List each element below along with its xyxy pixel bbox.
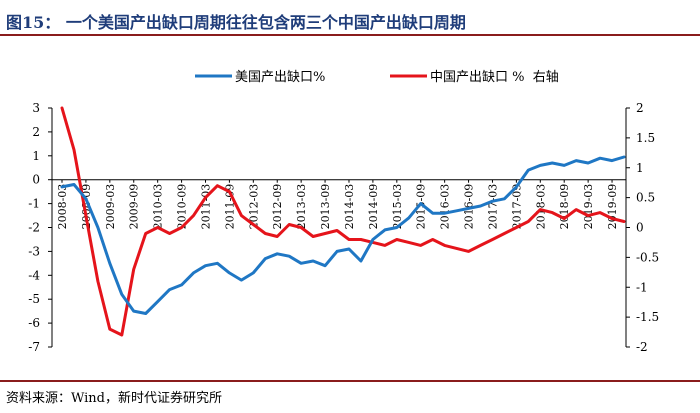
x-tick-label: 2018-09 — [558, 184, 571, 230]
x-tick-label: 2013-09 — [319, 184, 332, 230]
right-tick-label: 0.5 — [636, 191, 655, 205]
left-tick-label: -5 — [28, 292, 40, 306]
left-tick-label: -3 — [28, 244, 40, 258]
top-rule — [0, 34, 700, 36]
x-tick-label: 2016-09 — [463, 184, 476, 230]
x-tick-label: 2010-09 — [176, 184, 189, 230]
left-tick-label: -1 — [28, 197, 40, 211]
x-tick-label: 2019-09 — [606, 184, 619, 230]
x-tick-label: 2013-03 — [295, 184, 308, 230]
figure-title: 图15： 一个美国产出缺口周期往往包含两三个中国产出缺口周期 — [6, 13, 466, 32]
legend-cn-label: 中国产出缺口 % 右轴 — [430, 70, 559, 85]
right-tick-label: 1 — [636, 161, 644, 175]
figure-header: 图15： 一个美国产出缺口周期往往包含两三个中国产出缺口周期 — [0, 0, 700, 36]
x-tick-label: 2018-03 — [534, 184, 547, 230]
series-line-china-output-gap — [60, 106, 626, 337]
axes: 3 2 1 0 -1 -2 -3 -4 -5 -6 -7 2 1.5 1 0.5 0 -0.5 -1 -1.5 -2 2… — [28, 101, 659, 354]
left-tick-label: 1 — [32, 149, 40, 163]
right-tick-label: -2 — [636, 340, 648, 354]
x-tick-label: 2017-03 — [486, 184, 499, 230]
left-tick-label: 3 — [32, 101, 40, 115]
series-line-us-output-gap — [60, 155, 626, 315]
right-tick-label: 0 — [636, 221, 644, 235]
x-tick-label: 2011-09 — [223, 184, 236, 230]
right-tick-label: -0.5 — [636, 250, 659, 264]
right-tick-label: -1 — [636, 280, 648, 294]
left-tick-label: -2 — [28, 221, 40, 235]
x-tick-label: 2012-09 — [271, 184, 284, 230]
x-tick-label: 2014-09 — [367, 184, 380, 230]
left-tick-label: 0 — [32, 173, 40, 187]
x-tick-label: 2015-09 — [415, 184, 428, 230]
left-tick-label: -4 — [28, 268, 40, 282]
x-tick-label: 2017-09 — [510, 184, 523, 230]
dual-axis-line-chart: 美国产出缺口% 中国产出缺口 % 右轴 3 2 1 0 -1 -2 -3 -4 -5 -6 -7 2 1… — [28, 70, 659, 354]
source-note: 资料来源：Wind，新时代证券研究所 — [6, 391, 222, 406]
plot-area — [60, 106, 626, 337]
x-tick-label: 2010-03 — [152, 184, 165, 230]
x-tick-label: 2012-03 — [247, 184, 260, 230]
left-tick-label: 2 — [32, 125, 40, 139]
legend-us-label: 美国产出缺口% — [235, 70, 325, 85]
x-tick-label: 2009-09 — [128, 184, 141, 230]
right-tick-label: 2 — [636, 101, 644, 115]
left-tick-label: -6 — [28, 316, 40, 330]
legend: 美国产出缺口% 中国产出缺口 % 右轴 — [195, 70, 559, 85]
x-tick-label: 2016-03 — [439, 184, 452, 230]
right-tick-label: -1.5 — [636, 310, 659, 324]
x-tick-label: 2019-03 — [582, 184, 595, 230]
x-tick-label: 2015-03 — [391, 184, 404, 230]
bottom-rule — [0, 380, 700, 382]
x-tick-label: 2009-03 — [104, 184, 117, 230]
left-tick-label: -7 — [28, 340, 40, 354]
x-tick-label: 2008-03 — [56, 184, 69, 230]
right-tick-label: 1.5 — [636, 131, 655, 145]
x-tick-label: 2014-03 — [343, 184, 356, 230]
